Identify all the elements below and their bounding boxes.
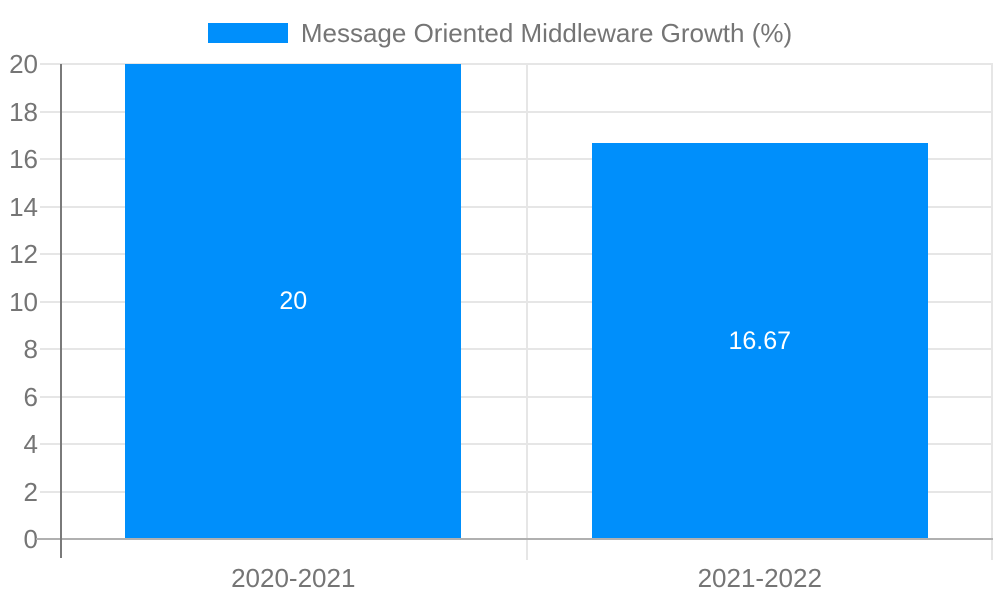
gridline [40, 395, 993, 398]
x-axis-label: 2020-2021 [231, 563, 356, 593]
gridline [40, 110, 993, 113]
y-tick-label: 8 [23, 334, 38, 364]
category-cell: 20 2020-2021 [60, 64, 527, 593]
y-tick-label: 2 [23, 476, 38, 507]
gridline [40, 253, 993, 255]
bar-value-label: 16.67 [728, 326, 792, 355]
gridline [40, 300, 993, 303]
y-tick-label: 4 [23, 429, 38, 459]
y-tick-label: 10 [9, 286, 38, 317]
legend-swatch [207, 23, 288, 43]
category-cell: 16.67 2021-2022 [527, 64, 994, 593]
gridline [40, 158, 993, 160]
plot-area: 0 2 4 6 8 10 12 14 16 18 20 20 2020-2021 16.67 2021-20… [9, 51, 994, 593]
gridline [40, 490, 993, 493]
bar-value-label: 20 [279, 287, 308, 315]
legend[interactable]: Message Oriented Middleware Growth (%) [0, 18, 1000, 48]
y-tick-label: 14 [9, 191, 38, 222]
y-tick-label: 6 [23, 381, 38, 412]
y-tick-label: 20 [9, 49, 38, 79]
bar-2020-2021[interactable]: 20 [125, 64, 462, 539]
y-tick-label: 12 [9, 239, 38, 269]
category-divider-gridline [525, 64, 528, 560]
plot-right-border [991, 64, 993, 560]
bar-2021-2022[interactable]: 16.67 [591, 143, 928, 539]
gridline [40, 205, 993, 208]
y-axis-line [60, 64, 62, 558]
x-axis-label: 2021-2022 [697, 563, 822, 593]
y-tick-label: 18 [9, 96, 38, 127]
gridline [40, 63, 993, 65]
gridline [40, 348, 993, 350]
gridline [40, 443, 993, 445]
y-tick-label: 0 [23, 524, 38, 554]
y-tick-label: 16 [9, 144, 38, 174]
bars-row: 20 2020-2021 16.67 2021-2022 [60, 64, 994, 593]
legend-label: Message Oriented Middleware Growth (%) [300, 18, 793, 48]
x-axis-baseline [36, 538, 993, 540]
